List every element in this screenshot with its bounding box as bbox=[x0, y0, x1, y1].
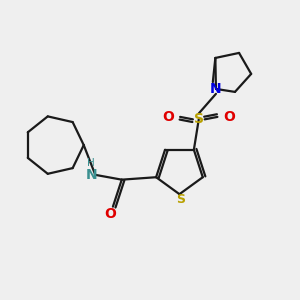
Text: H: H bbox=[88, 158, 95, 168]
Text: O: O bbox=[104, 206, 116, 220]
Text: O: O bbox=[223, 110, 235, 124]
Text: N: N bbox=[210, 82, 222, 96]
Text: S: S bbox=[176, 193, 185, 206]
Text: O: O bbox=[162, 110, 174, 124]
Text: S: S bbox=[194, 112, 204, 126]
Text: N: N bbox=[85, 168, 97, 182]
